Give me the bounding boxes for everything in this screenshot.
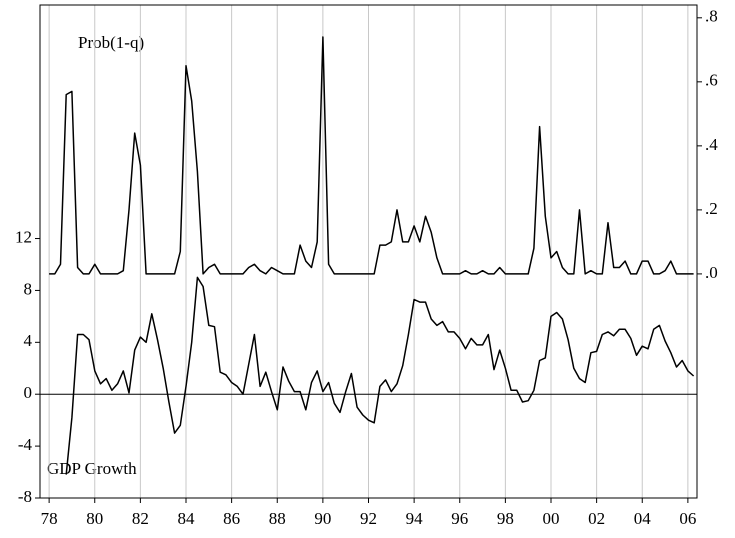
data-line bbox=[65, 276, 695, 475]
x-tick-label: 92 bbox=[360, 509, 377, 528]
y2-tick-label: .2 bbox=[705, 199, 718, 218]
y2-tick-label: .4 bbox=[705, 135, 718, 154]
x-tick-label: 78 bbox=[41, 509, 58, 528]
y-tick-label: 0 bbox=[24, 383, 33, 402]
y-tick-label: 4 bbox=[24, 331, 33, 350]
y2-tick-label: .8 bbox=[705, 7, 718, 26]
x-tick-label: 80 bbox=[86, 509, 103, 528]
y2-tick-label: .6 bbox=[705, 71, 718, 90]
x-tick-label: 06 bbox=[679, 509, 696, 528]
x-tick-label: 88 bbox=[269, 509, 286, 528]
x-tick-label: 98 bbox=[497, 509, 514, 528]
y2-tick-label: .0 bbox=[705, 263, 718, 282]
x-tick-label: 86 bbox=[223, 509, 240, 528]
y-tick-label: 8 bbox=[24, 279, 33, 298]
x-tick-label: 02 bbox=[588, 509, 605, 528]
x-tick-label: 84 bbox=[178, 509, 196, 528]
plot-frame bbox=[39, 4, 698, 499]
data-line bbox=[49, 36, 694, 275]
x-tick-label: 00 bbox=[543, 509, 560, 528]
x-tick-label: 90 bbox=[314, 509, 331, 528]
y-tick-label: -4 bbox=[18, 435, 33, 454]
x-tick-label: 96 bbox=[451, 509, 468, 528]
annotation: Prob(1-q) bbox=[78, 33, 144, 52]
x-tick-label: 94 bbox=[406, 509, 424, 528]
y-tick-label: 12 bbox=[15, 227, 32, 246]
y-tick-label: -8 bbox=[18, 487, 32, 506]
annotation: GDP Growth bbox=[47, 459, 137, 478]
x-tick-label: 04 bbox=[634, 509, 652, 528]
x-tick-label: 82 bbox=[132, 509, 149, 528]
